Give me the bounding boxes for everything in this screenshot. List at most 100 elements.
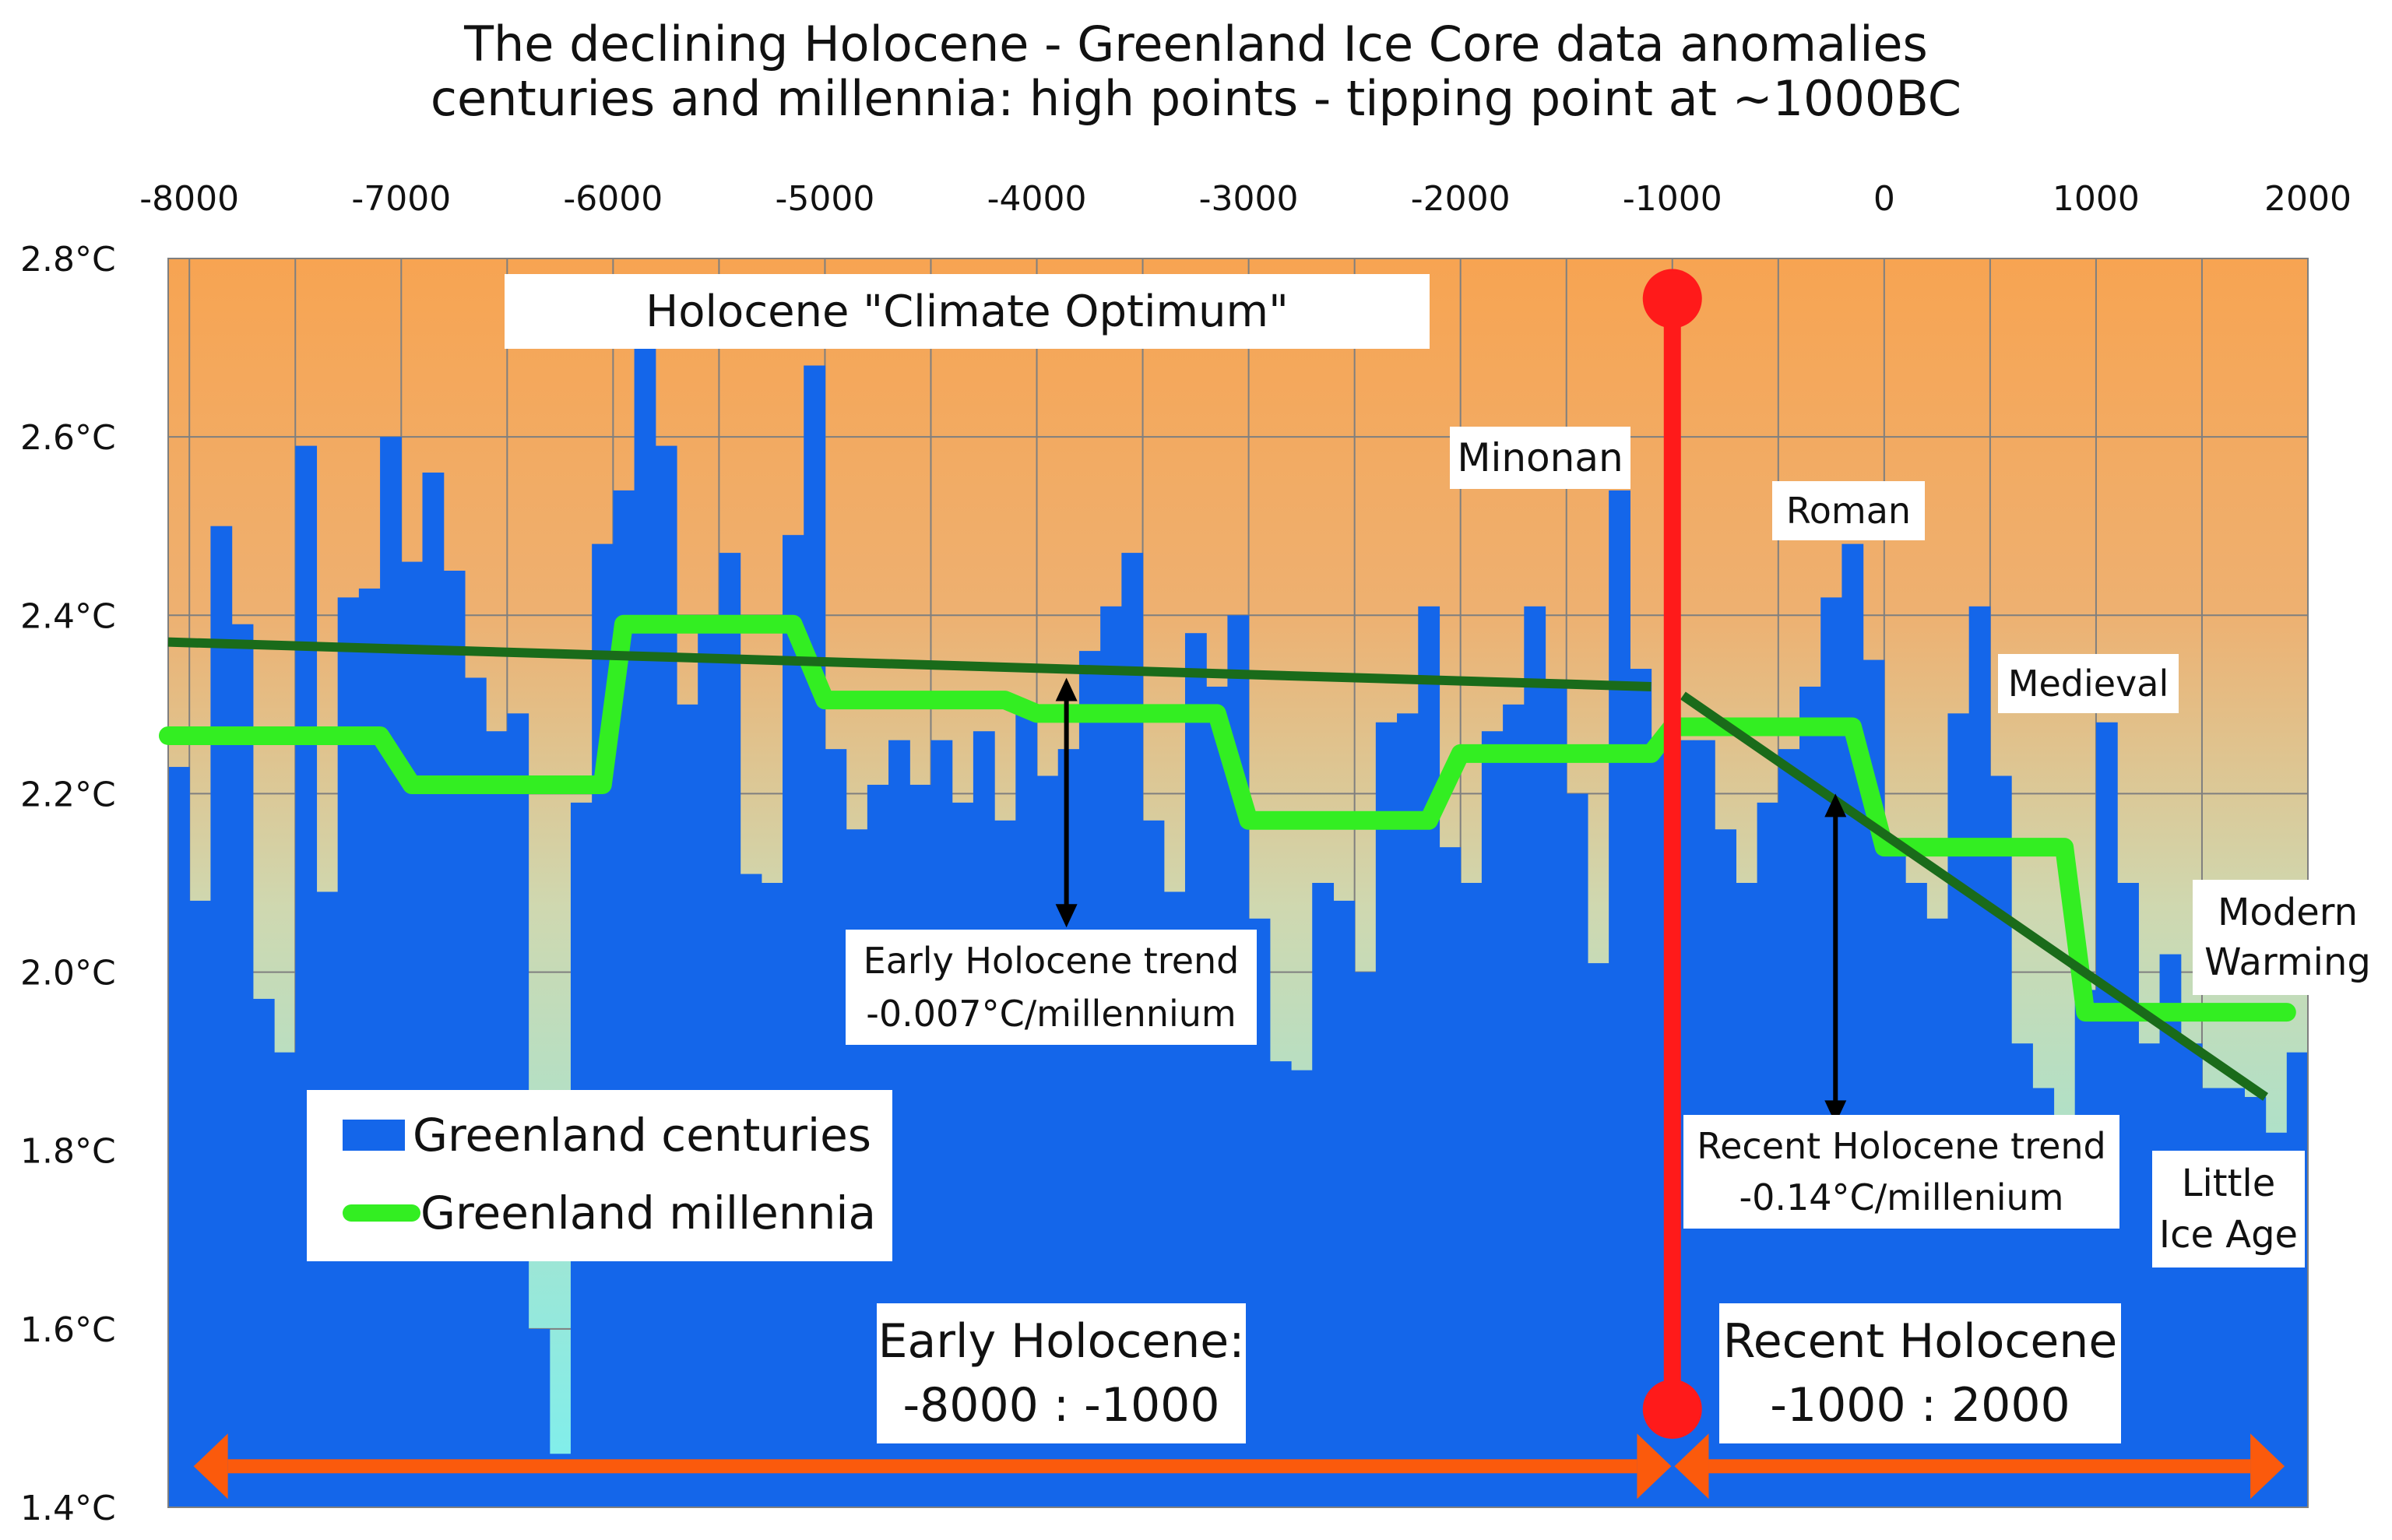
century-bar — [1630, 669, 1652, 1507]
chart-title-line-1: The declining Holocene - Greenland Ice C… — [464, 16, 1928, 72]
y-tick-label: 2.6°C — [20, 418, 116, 458]
century-bar — [698, 633, 720, 1508]
century-bar — [1524, 606, 1546, 1507]
early-trend-line-2: -0.007°C/millennium — [866, 993, 1236, 1035]
recent-trend-arrow-head-bottom — [1824, 1100, 1847, 1124]
century-bar — [1481, 731, 1504, 1507]
century-bar — [1439, 847, 1462, 1507]
series-lines — [159, 614, 2296, 1101]
recent-trend-line-2: -0.14°C/millenium — [1739, 1176, 2064, 1218]
early-period-arrow-head-left — [193, 1433, 228, 1500]
y-tick-label: 2.2°C — [20, 775, 116, 814]
y-tick-label: 1.4°C — [20, 1489, 116, 1528]
century-bar — [719, 553, 741, 1507]
x-tick-label: -8000 — [139, 179, 239, 219]
recent-trend-label: Recent Holocene trend -0.14°C/millenium — [1683, 1115, 2119, 1229]
century-bar — [528, 1328, 551, 1507]
century-bar — [168, 767, 190, 1507]
recent-period-arrow-head-left — [1674, 1433, 1709, 1500]
century-bar — [231, 624, 254, 1507]
tipping-point-bottom-dot — [1642, 1379, 1702, 1439]
century-bar — [1545, 686, 1567, 1507]
modern-warming-line-2: Warming — [2204, 941, 2371, 984]
century-bar — [295, 445, 318, 1507]
century-bar — [210, 526, 233, 1507]
century-bar — [1354, 972, 1377, 1507]
century-bar — [252, 998, 275, 1507]
legend-label-centuries: Greenland centuries — [413, 1109, 872, 1162]
x-tick-label: -2000 — [1411, 179, 1511, 219]
overlay-marks — [193, 269, 2285, 1500]
early-period-arrow-head-right — [1637, 1433, 1672, 1500]
y-tick-labels: 1.4°C 1.6°C 1.8°C 2.0°C 2.2°C 2.4°C 2.6°C 2.8°C — [20, 240, 116, 1528]
early-trend-line — [167, 637, 1652, 691]
century-bar — [1503, 704, 1525, 1507]
century-bar — [634, 347, 656, 1508]
century-bar — [655, 445, 677, 1507]
recent-period-label: Recent Holocene -1000 : 2000 — [1719, 1303, 2121, 1443]
legend-item-millennia: Greenland millennia — [343, 1182, 876, 1244]
century-bar — [1566, 793, 1588, 1507]
century-bar — [1269, 1061, 1292, 1507]
recent-trend-line — [1680, 691, 2268, 1101]
early-period-arrow-shaft — [227, 1459, 1637, 1474]
century-bar — [274, 1052, 296, 1507]
x-tick-label: -6000 — [563, 179, 663, 219]
century-bar — [1312, 883, 1335, 1507]
early-trend-label: Early Holocene trend -0.007°C/millennium — [846, 930, 1257, 1045]
early-period-label: Early Holocene: -8000 : -1000 — [877, 1303, 1246, 1443]
recent-trend-arrow-head-top — [1824, 793, 1847, 817]
x-tick-label: -3000 — [1199, 179, 1299, 219]
recent-period-arrow-shaft — [1708, 1459, 2251, 1474]
x-tick-label: 1000 — [2053, 179, 2140, 219]
century-bar — [2286, 1052, 2309, 1507]
century-bar — [2180, 1043, 2203, 1507]
chart-title-line-2: centuries and millennia: high points - t… — [430, 70, 1962, 127]
roman-label: Roman — [1772, 481, 1925, 540]
x-tick-label: -7000 — [351, 179, 451, 219]
century-bar — [337, 597, 360, 1508]
century-bar — [1291, 1070, 1313, 1507]
minonan-label: Minonan — [1450, 427, 1630, 489]
century-bar — [1333, 900, 1356, 1507]
y-tick-label: 2.4°C — [20, 596, 116, 636]
little-ice-age-label: Little Ice Age — [2152, 1151, 2305, 1268]
early-trend-arrow-head-bottom — [1055, 904, 1078, 928]
century-bar — [443, 571, 466, 1507]
recent-period-line-2: -1000 : 2000 — [1770, 1378, 2070, 1433]
century-bar — [1609, 490, 1630, 1507]
little-ice-age-line-1: Little — [2181, 1162, 2276, 1205]
century-bar — [1460, 883, 1483, 1507]
x-tick-label: -1000 — [1623, 179, 1722, 219]
early-trend-line-1: Early Holocene trend — [863, 940, 1240, 982]
legend-swatch-centuries — [343, 1120, 405, 1151]
century-bar — [422, 472, 445, 1507]
y-tick-label: 2.0°C — [20, 954, 116, 993]
x-tick-labels: -8000 -7000 -6000 -5000 -4000 -3000 -2000 -1000… — [139, 179, 2352, 219]
early-period-line-1: Early Holocene: — [878, 1314, 1245, 1369]
modern-warming-line-1: Modern — [2217, 891, 2359, 934]
recent-period-arrow-head-right — [2250, 1433, 2285, 1500]
y-tick-label: 1.6°C — [20, 1310, 116, 1350]
century-bar — [401, 561, 424, 1507]
century-bar — [783, 535, 804, 1508]
legend: Greenland centuries Greenland millennia — [307, 1090, 892, 1261]
recent-trend-line-1: Recent Holocene trend — [1697, 1125, 2106, 1167]
century-bar — [804, 365, 826, 1507]
century-bar — [1397, 713, 1419, 1507]
medieval-label: Medieval — [1998, 654, 2179, 713]
century-bar — [380, 437, 402, 1508]
century-bar — [189, 900, 212, 1507]
x-tick-label: 2000 — [2264, 179, 2352, 219]
legend-swatch-millennia — [343, 1204, 420, 1222]
x-tick-label: -4000 — [987, 179, 1087, 219]
century-bar — [1375, 722, 1398, 1507]
climate-optimum-label: Holocene "Climate Optimum" — [505, 274, 1430, 349]
modern-warming-label: Modern Warming — [2193, 880, 2383, 995]
little-ice-age-line-2: Ice Age — [2158, 1213, 2299, 1257]
early-period-line-2: -8000 : -1000 — [902, 1378, 1220, 1433]
legend-label-millennia: Greenland millennia — [420, 1187, 877, 1239]
y-tick-label: 1.8°C — [20, 1132, 116, 1172]
century-bar — [2138, 1043, 2161, 1507]
x-tick-label: -5000 — [776, 179, 875, 219]
